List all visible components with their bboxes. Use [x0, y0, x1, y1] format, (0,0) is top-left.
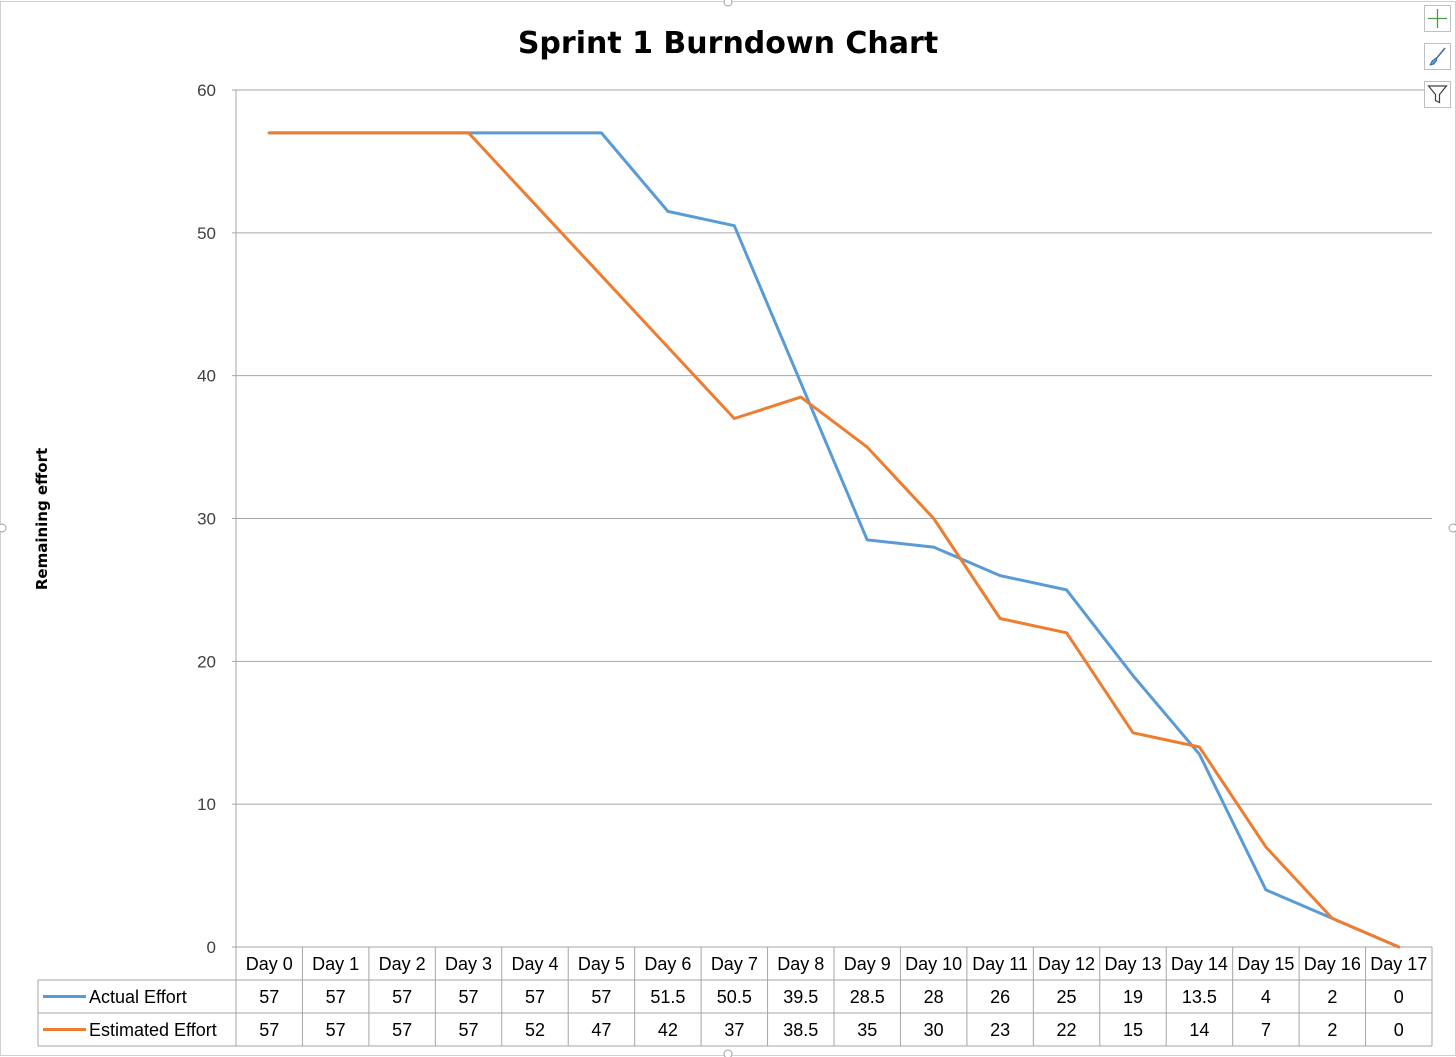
data-label: 38.5: [783, 1020, 818, 1040]
paintbrush-icon: [1429, 47, 1446, 66]
x-tick-label: Day 14: [1171, 954, 1228, 974]
y-tick-label: 50: [197, 224, 216, 243]
x-tick-label: Day 8: [777, 954, 824, 974]
data-label: 57: [392, 987, 412, 1007]
x-tick-label: Day 6: [644, 954, 691, 974]
plus-icon: [1428, 9, 1447, 28]
filter-icon: [1427, 85, 1448, 104]
data-label: 28: [924, 987, 944, 1007]
resize-handle-top[interactable]: [723, 0, 733, 7]
data-label: 37: [724, 1020, 744, 1040]
data-label: 57: [591, 987, 611, 1007]
data-label: 57: [259, 1020, 279, 1040]
x-tick-label: Day 5: [578, 954, 625, 974]
x-tick-label: Day 0: [246, 954, 293, 974]
data-label: 28.5: [850, 987, 885, 1007]
chart-title[interactable]: Sprint 1 Burndown Chart: [518, 26, 938, 61]
data-label: 57: [326, 987, 346, 1007]
y-tick-label: 10: [197, 795, 216, 814]
data-label: 47: [591, 1020, 611, 1040]
chart-elements-button[interactable]: [1424, 5, 1451, 32]
chart-styles-button[interactable]: [1424, 43, 1451, 70]
x-tick-label: Day 13: [1104, 954, 1161, 974]
data-label: 57: [259, 987, 279, 1007]
data-label: 23: [990, 1020, 1010, 1040]
data-label: 13.5: [1182, 987, 1217, 1007]
x-tick-label: Day 9: [844, 954, 891, 974]
data-table[interactable]: Day 0 Day 1 Day 2 Day 3 Day 4 Day 5 Day 6 Day 7…: [37, 946, 1433, 1047]
data-label: 25: [1057, 987, 1077, 1007]
data-label: 22: [1057, 1020, 1077, 1040]
x-tick-label: Day 10: [905, 954, 962, 974]
data-label: 39.5: [783, 987, 818, 1007]
x-tick-label: Day 2: [379, 954, 426, 974]
data-label: 7: [1261, 1020, 1271, 1040]
data-label: 30: [924, 1020, 944, 1040]
data-label: 57: [392, 1020, 412, 1040]
data-label: 50.5: [717, 987, 752, 1007]
y-tick-label: 0: [207, 938, 216, 957]
data-label: 52: [525, 1020, 545, 1040]
data-label: 2: [1327, 1020, 1337, 1040]
chart-filters-button[interactable]: [1424, 81, 1451, 108]
data-label: 51.5: [650, 987, 685, 1007]
data-label: 19: [1123, 987, 1143, 1007]
data-label: 4: [1261, 987, 1271, 1007]
y-tick-label: 30: [197, 510, 216, 529]
data-label: 26: [990, 987, 1010, 1007]
x-tick-label: Day 4: [511, 954, 558, 974]
data-label: 0: [1394, 987, 1404, 1007]
data-label: 2: [1327, 987, 1337, 1007]
y-axis-tick-labels: 0 10 20 30 40 50 60: [197, 81, 216, 957]
data-label: 15: [1123, 1020, 1143, 1040]
x-tick-label: Day 3: [445, 954, 492, 974]
plot-series[interactable]: [267, 131, 1401, 949]
resize-handle-bottom[interactable]: [723, 1049, 733, 1057]
data-label: 35: [857, 1020, 877, 1040]
x-tick-label: Day 1: [312, 954, 359, 974]
data-label: 57: [525, 987, 545, 1007]
data-label: 57: [459, 1020, 479, 1040]
x-tick-label: Day 12: [1038, 954, 1095, 974]
data-label: 57: [326, 1020, 346, 1040]
y-tick-label: 40: [197, 367, 216, 386]
data-label: 14: [1189, 1020, 1209, 1040]
resize-handle-left[interactable]: [0, 523, 7, 533]
x-tick-label: Day 16: [1304, 954, 1361, 974]
gridlines: [232, 89, 1432, 948]
x-tick-label: Day 7: [711, 954, 758, 974]
series-line[interactable]: [267, 131, 1401, 949]
x-tick-label: Day 17: [1370, 954, 1427, 974]
y-tick-label: 60: [197, 81, 216, 100]
y-axis-title[interactable]: Remaining effort: [33, 448, 51, 590]
data-label: 0: [1394, 1020, 1404, 1040]
data-label: 42: [658, 1020, 678, 1040]
y-tick-label: 20: [197, 652, 216, 671]
legend-entry[interactable]: Estimated Effort: [89, 1020, 217, 1040]
x-tick-label: Day 11: [972, 954, 1028, 974]
data-label: 57: [459, 987, 479, 1007]
resize-handle-right[interactable]: [1448, 523, 1456, 533]
x-tick-label: Day 15: [1237, 954, 1294, 974]
legend-entry[interactable]: Actual Effort: [89, 987, 187, 1007]
